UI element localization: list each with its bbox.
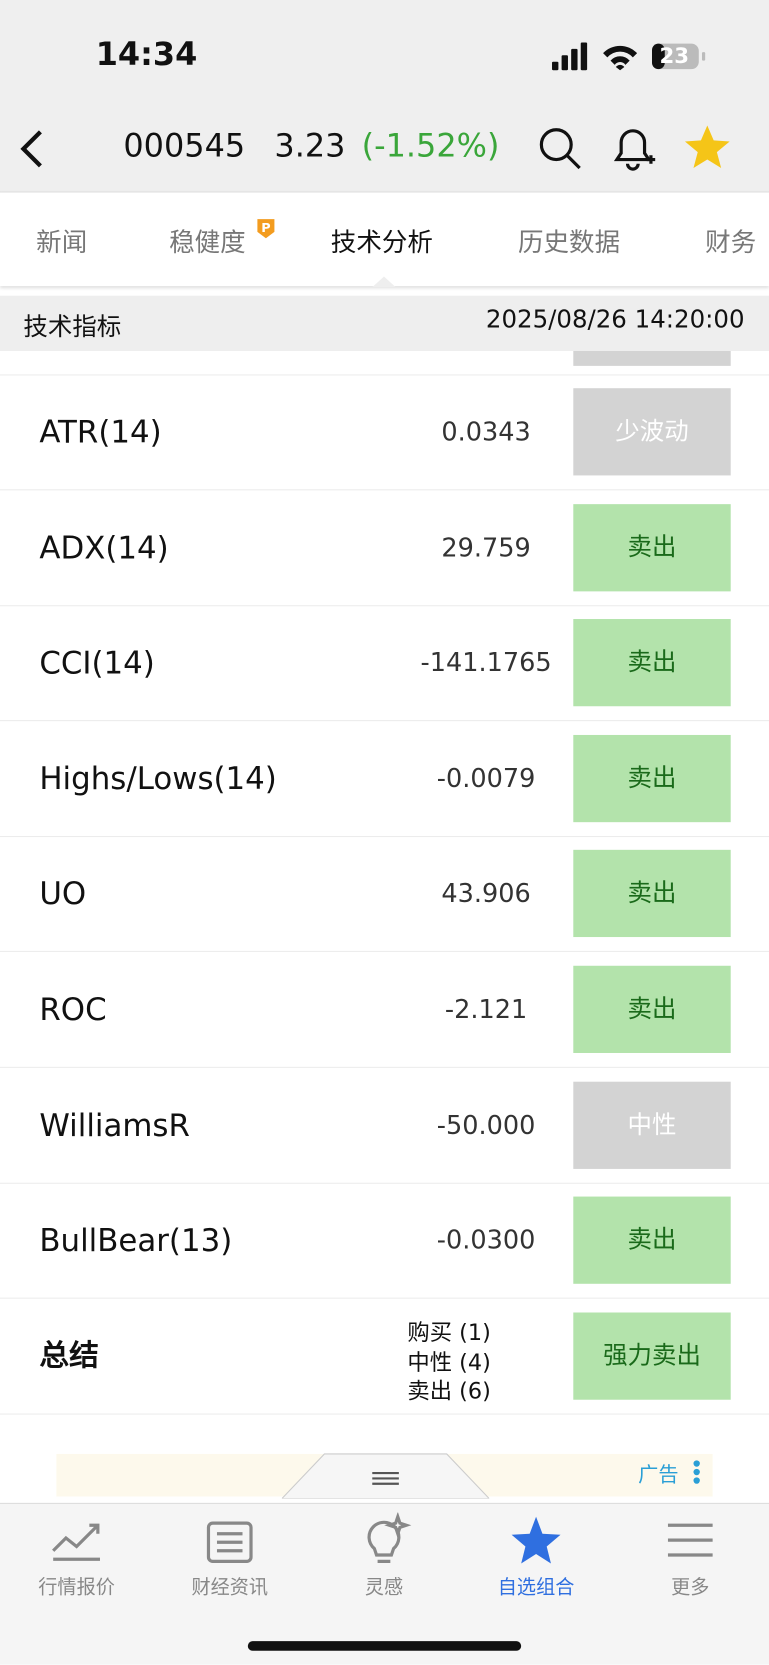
tab[interactable]: 财务 xyxy=(705,227,757,258)
indicator-signal: 少波动 xyxy=(573,388,731,476)
tab-indicator xyxy=(372,276,396,288)
svg-text:P: P xyxy=(261,221,270,236)
indicator-signal: 卖出 xyxy=(573,734,731,822)
indicator-value: -0.0079 xyxy=(436,763,536,794)
search-button[interactable] xyxy=(537,126,584,173)
indicator-row: BullBear(13) -0.0300 卖出 xyxy=(0,1183,769,1299)
indicator-name: UO xyxy=(39,875,87,912)
timestamp: 2025/08/26 14:20:00 xyxy=(485,306,745,334)
nav-item[interactable]: 财经资讯 xyxy=(191,1576,269,1599)
indicator-row: ATR(14) 0.0343 少波动 xyxy=(0,374,769,491)
tab[interactable]: 历史数据 xyxy=(517,227,621,258)
battery-level: 23 xyxy=(659,42,690,69)
tab[interactable]: 新闻 xyxy=(36,227,88,258)
indicator-row: Highs/Lows(14) -0.0079 卖出 xyxy=(0,721,769,837)
alert-button[interactable] xyxy=(608,123,657,172)
stock-code: 000545 xyxy=(123,127,246,165)
price-change: (-1.52%) xyxy=(361,127,500,165)
bottom-nav xyxy=(0,1502,769,1665)
indicator-signal: 卖出 xyxy=(573,619,731,707)
indicator-row: WilliamsR -50.000 中性 xyxy=(0,1067,769,1184)
nav-icons xyxy=(52,1512,713,1564)
tab[interactable]: 技术分析 xyxy=(330,227,433,258)
tab[interactable]: 稳健度 xyxy=(169,227,246,258)
indicator-signal: 中性 xyxy=(573,1081,731,1169)
indicator-name: ADX(14) xyxy=(39,529,169,566)
nav-item[interactable]: 灵感 xyxy=(364,1576,404,1599)
section-title: 技术指标 xyxy=(23,313,122,342)
indicator-name: BullBear(13) xyxy=(39,1222,233,1259)
ad-menu[interactable] xyxy=(691,1459,702,1485)
summary-row: 总结 购买 (1) 中性 (4) 卖出 (6) 强力卖出 xyxy=(0,1299,769,1415)
indicator-row: ADX(14) 29.759 卖出 xyxy=(0,490,769,606)
home-indicator xyxy=(247,1641,522,1651)
ad-label: 广告 xyxy=(638,1463,679,1487)
favorite-button[interactable] xyxy=(683,123,732,172)
indicator-row: UO 43.906 卖出 xyxy=(0,836,769,953)
indicator-value: -2.121 xyxy=(444,994,528,1025)
stock-price: 3.23 xyxy=(274,127,346,165)
indicator-name: CCI(14) xyxy=(39,644,155,681)
indicator-name: WilliamsR xyxy=(39,1106,190,1143)
indicator-value: -0.0300 xyxy=(436,1225,536,1256)
indicator-value: 0.0343 xyxy=(441,416,531,447)
back-button[interactable] xyxy=(15,128,47,171)
indicator-value: 43.906 xyxy=(441,878,531,909)
indicator-signal: 卖出 xyxy=(573,850,731,938)
indicator-value: -50.000 xyxy=(436,1109,536,1140)
indicator-value: -141.1765 xyxy=(420,647,552,678)
nav-item[interactable]: 行情报价 xyxy=(38,1576,115,1599)
tab-bar xyxy=(0,191,769,287)
clock: 14:34 xyxy=(95,36,198,74)
premium-badge: P xyxy=(257,219,275,239)
indicator-signal: 卖出 xyxy=(573,503,731,591)
ad-handle[interactable] xyxy=(281,1452,490,1499)
count: 中性 (4) xyxy=(407,1349,491,1375)
partial-signal xyxy=(573,350,731,366)
section-header xyxy=(0,295,769,351)
indicator-name: ATR(14) xyxy=(39,413,162,450)
count: 卖出 (6) xyxy=(407,1378,491,1404)
indicator-signal: 卖出 xyxy=(573,965,731,1053)
indicator-signal: 卖出 xyxy=(573,1196,731,1284)
indicator-name: ROC xyxy=(39,991,107,1028)
status-icons xyxy=(552,42,706,71)
summary-counts: 购买 (1) 中性 (4) 卖出 (6) xyxy=(407,1319,490,1407)
indicator-name: Highs/Lows(14) xyxy=(39,760,277,797)
nav-item[interactable]: 更多 xyxy=(671,1576,710,1599)
indicator-value: 29.759 xyxy=(441,532,531,563)
nav-item[interactable]: 自选组合 xyxy=(497,1576,575,1599)
summary-signal: 强力卖出 xyxy=(573,1312,731,1400)
divider xyxy=(0,374,769,376)
indicator-row: ROC -2.121 卖出 xyxy=(0,952,769,1068)
summary-label: 总结 xyxy=(39,1338,99,1374)
indicator-row: CCI(14) -141.1765 卖出 xyxy=(0,605,769,722)
count: 购买 (1) xyxy=(407,1319,491,1346)
